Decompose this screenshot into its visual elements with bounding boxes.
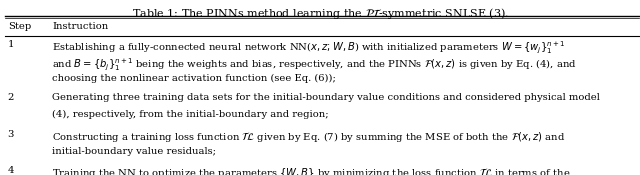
- Text: 1: 1: [8, 40, 14, 49]
- Text: Generating three training data sets for the initial-boundary value conditions an: Generating three training data sets for …: [52, 93, 600, 102]
- Text: Establishing a fully-connected neural network NN($x, z; W, B$) with initialized : Establishing a fully-connected neural ne…: [52, 40, 566, 56]
- Text: (4), respectively, from the initial-boundary and region;: (4), respectively, from the initial-boun…: [52, 110, 329, 119]
- Text: Step: Step: [8, 22, 31, 31]
- Text: choosing the nonlinear activation function (see Eq. (6));: choosing the nonlinear activation functi…: [52, 74, 337, 83]
- Text: Table 1: The PINNs method learning the $\mathcal{PT}$-symmetric SNLSE (3).: Table 1: The PINNs method learning the $…: [132, 6, 508, 21]
- Text: 2: 2: [8, 93, 14, 102]
- Text: initial-boundary value residuals;: initial-boundary value residuals;: [52, 147, 216, 156]
- Text: Constructing a training loss function $\mathcal{TL}$ given by Eq. (7) by summing: Constructing a training loss function $\…: [52, 130, 566, 144]
- Text: and $B = \{b_j\}_1^{n+1}$ being the weights and bias, respectively, and the PINN: and $B = \{b_j\}_1^{n+1}$ being the weig…: [52, 57, 577, 73]
- Text: Training the NN to optimize the parameters $\{W, B\}$ by minimizing the loss fun: Training the NN to optimize the paramete…: [52, 166, 571, 175]
- Text: 3: 3: [8, 130, 14, 139]
- Text: 4: 4: [8, 166, 14, 175]
- Text: Instruction: Instruction: [52, 22, 109, 31]
